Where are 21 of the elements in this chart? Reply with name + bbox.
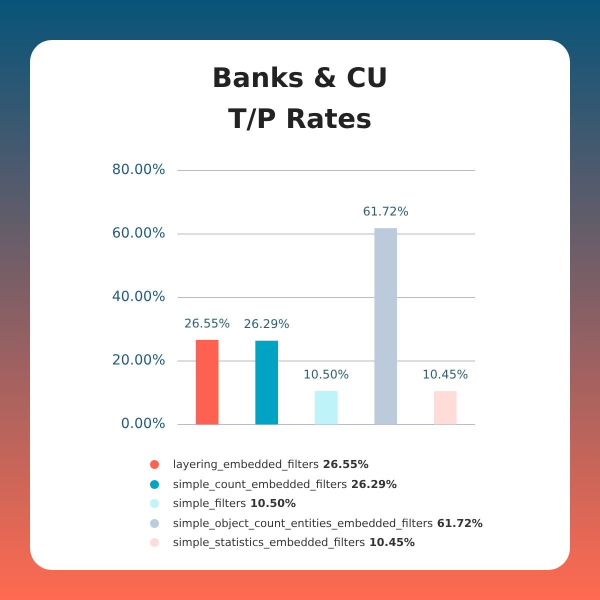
text: 26.55%: [322, 458, 369, 471]
data-label: 26.55%: [184, 316, 230, 330]
legend-label: simple_statistics_embedded_filters: [173, 535, 366, 551]
y-tick-label: 0.00%: [120, 416, 166, 432]
legend-label: layering_embedded_filters: [173, 457, 319, 473]
legend-label: simple_filters: [173, 496, 246, 512]
y-tick-label: 40.00%: [112, 289, 166, 306]
text: 26.29%: [351, 478, 397, 490]
legend-label: simple_count_embedded_filters: [173, 476, 348, 493]
text: 61.72%: [436, 516, 483, 530]
y-tick-label: 20.00%: [112, 352, 166, 369]
text: 10.50%: [250, 497, 296, 510]
legend-label: simple_object_count_entities_embedded_filters: [173, 516, 433, 532]
data-label: 10.50%: [303, 367, 350, 382]
data-label: 61.72%: [362, 204, 409, 219]
y-tick-label: 80.00%: [112, 162, 166, 178]
chart-title: Banks & CU T/P Rates: [210, 62, 390, 137]
data-label: 10.45%: [422, 368, 468, 382]
data-label: 26.29%: [244, 317, 290, 332]
text: 10.45%: [369, 536, 415, 549]
y-tick-label: 60.00%: [112, 226, 166, 242]
